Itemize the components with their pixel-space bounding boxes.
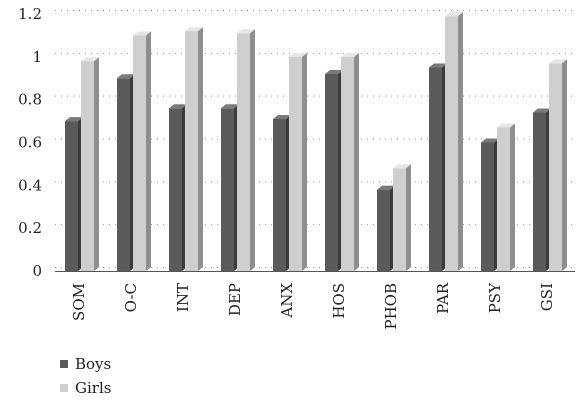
bar-girls <box>393 164 411 271</box>
legend-swatch <box>60 360 68 368</box>
legend-item: Girls <box>60 379 111 397</box>
bar-girls <box>81 57 99 271</box>
y-tick-label: 0.8 <box>18 91 42 109</box>
y-tick-label: 1.2 <box>18 5 42 23</box>
bar-girls <box>237 29 255 272</box>
x-category-label: SOM <box>70 283 88 321</box>
x-category-label: O-C <box>122 283 140 312</box>
legend: Boys Girls <box>60 355 111 397</box>
y-tick-label: 0.2 <box>18 219 42 237</box>
legend-item: Boys <box>60 355 111 373</box>
y-axis-ticks: 0 0.2 0.4 0.6 0.8 1 1.2 <box>18 5 42 280</box>
y-tick-label: 0.6 <box>18 134 42 152</box>
y-tick-label: 0.4 <box>18 176 42 194</box>
x-category-label: INT <box>174 283 192 312</box>
bar-boys <box>65 117 83 271</box>
x-category-label: PAR <box>434 282 452 314</box>
x-axis-categories: SOM O-C INT DEP ANX HOS PHOB PAR PSY GSI <box>70 282 556 330</box>
gridlines <box>55 10 575 272</box>
y-tick-label: 0 <box>32 262 42 280</box>
legend-label: Girls <box>75 379 111 397</box>
bar-boys <box>429 63 447 272</box>
bar-boys <box>117 74 135 271</box>
bar-girls <box>445 12 463 272</box>
bar-boys <box>481 138 499 271</box>
legend-swatch <box>60 384 68 392</box>
bar-girls <box>133 31 151 271</box>
bars <box>65 12 567 272</box>
bar-girls <box>341 52 359 272</box>
bar-boys <box>273 114 291 271</box>
bar-girls <box>497 123 515 271</box>
bar-boys <box>533 108 551 272</box>
x-category-label: HOS <box>330 283 348 319</box>
bar-girls <box>549 59 567 272</box>
x-category-label: ANX <box>278 283 296 319</box>
bar-boys <box>377 185 395 271</box>
x-category-label: GSI <box>538 283 556 311</box>
bar-boys <box>221 104 239 271</box>
x-category-label: PHOB <box>382 283 400 330</box>
bar-girls <box>289 52 307 272</box>
bar-boys <box>325 69 343 271</box>
y-tick-label: 1 <box>32 48 42 66</box>
bar-boys <box>169 104 187 271</box>
x-category-label: DEP <box>226 283 244 316</box>
x-category-label: PSY <box>486 282 504 313</box>
bar-girls <box>185 27 203 272</box>
legend-label: Boys <box>75 355 111 373</box>
